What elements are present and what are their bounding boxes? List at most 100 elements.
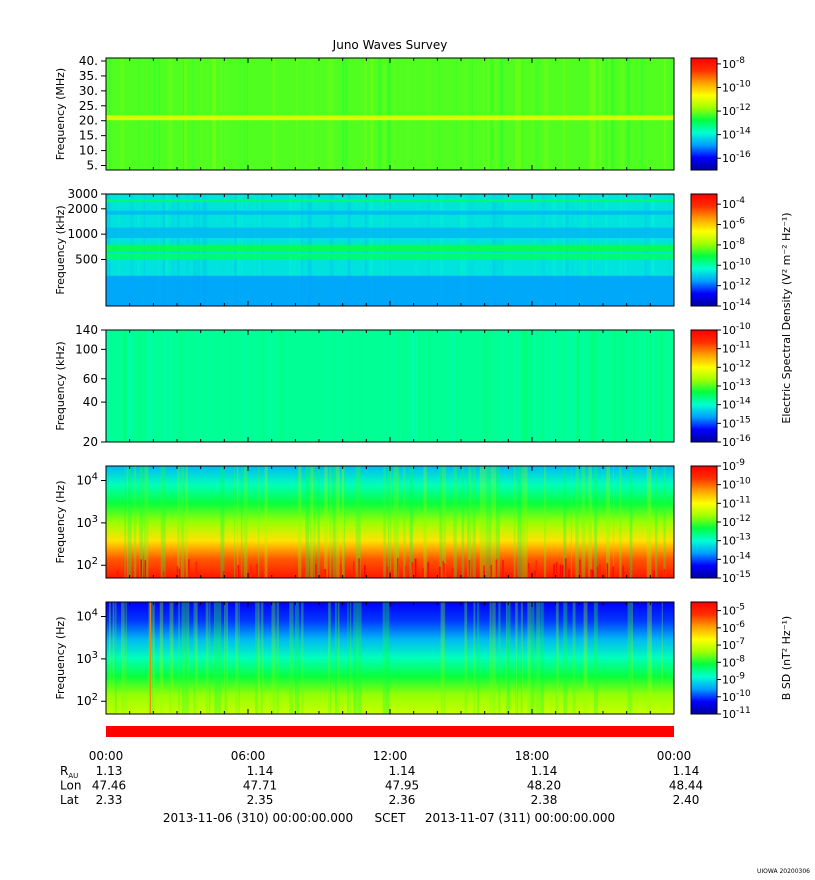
y-axis-label: Frequency (Hz)	[54, 481, 67, 564]
texture-streak	[183, 58, 185, 170]
texture-streak	[196, 330, 200, 442]
texture-streak	[133, 466, 137, 578]
texture-streak	[411, 330, 416, 442]
texture-streak	[592, 58, 596, 170]
texture-streak	[163, 466, 166, 578]
texture-streak	[123, 330, 127, 442]
texture-streak	[654, 330, 657, 442]
texture-streak	[563, 466, 567, 578]
texture-streak	[177, 466, 180, 578]
texture-streak	[441, 602, 445, 714]
y-tick-label: 40.	[79, 54, 98, 68]
ephemeris-value: 48.44	[669, 779, 703, 793]
burst-streak	[364, 565, 366, 578]
texture-streak	[492, 466, 495, 578]
texture-streak	[353, 602, 357, 714]
texture-streak	[524, 466, 528, 578]
burst-streak	[439, 566, 441, 578]
texture-streak	[354, 602, 359, 714]
texture-streak	[213, 602, 218, 714]
texture-streak	[406, 58, 409, 170]
texture-streak	[479, 58, 484, 170]
texture-streak	[195, 330, 199, 442]
texture-streak	[417, 330, 420, 442]
texture-streak	[195, 602, 198, 714]
texture-streak	[530, 602, 535, 714]
texture-streak	[633, 330, 635, 442]
texture-streak	[575, 466, 579, 578]
texture-streak	[344, 58, 347, 170]
burst-streak	[452, 567, 454, 578]
colorbar-tick-label: 10-4	[722, 196, 745, 211]
texture-streak	[114, 602, 117, 714]
texture-streak	[390, 466, 392, 578]
texture-streak	[146, 330, 151, 442]
y-tick-label: 10.	[79, 144, 98, 158]
texture-streak	[580, 330, 584, 442]
texture-streak	[151, 602, 153, 714]
heatmap-texture	[107, 58, 672, 170]
texture-streak	[171, 602, 173, 714]
texture-streak	[522, 330, 525, 442]
texture-streak	[483, 330, 488, 442]
burst-streak	[195, 561, 198, 578]
burst-streak	[663, 569, 666, 578]
burst-streak	[502, 560, 504, 578]
texture-streak	[496, 466, 500, 578]
texture-streak	[513, 330, 517, 442]
texture-streak	[291, 602, 294, 714]
footer-credit: UIOWA 20200306	[757, 868, 810, 875]
ephemeris-value: 48.20	[527, 779, 561, 793]
ephemeris-value: 2.38	[531, 793, 558, 807]
colorbar: 10-4 10-6 10-8 10-10 10-12 10-14	[690, 193, 751, 313]
burst-streak	[188, 559, 190, 578]
texture-streak	[132, 330, 136, 442]
texture-streak	[612, 466, 615, 578]
texture-streak	[312, 58, 315, 170]
texture-streak	[148, 58, 153, 170]
texture-streak	[295, 58, 298, 170]
ephemeris-value: 1.14	[247, 764, 274, 778]
texture-streak	[536, 330, 539, 442]
texture-streak	[552, 330, 556, 442]
texture-streak	[654, 466, 658, 578]
texture-streak	[393, 466, 397, 578]
texture-streak	[220, 58, 222, 170]
texture-streak	[487, 58, 490, 170]
texture-streak	[150, 330, 154, 442]
texture-streak	[630, 58, 632, 170]
texture-streak	[106, 330, 110, 442]
footer-scet-label: SCET	[375, 811, 407, 825]
colorbar-tick-label: 10-14	[722, 298, 751, 313]
burst-streak	[422, 568, 424, 578]
texture-streak	[663, 58, 666, 170]
heatmap-texture	[124, 466, 666, 578]
texture-streak	[355, 466, 360, 578]
texture-streak	[520, 602, 523, 714]
texture-streak	[523, 330, 527, 442]
texture-streak	[426, 330, 430, 442]
texture-streak	[438, 58, 441, 170]
texture-streak	[336, 466, 340, 578]
texture-streak	[595, 330, 597, 442]
texture-streak	[631, 602, 633, 714]
time-tick-label: 06:00	[231, 749, 266, 763]
texture-streak	[231, 330, 233, 442]
texture-streak	[243, 330, 245, 442]
texture-streak	[536, 330, 539, 442]
panel-1: 5.10.15.20.25.30.35.40. Frequency (MHz) 10…	[54, 54, 751, 173]
texture-streak	[243, 466, 248, 578]
texture-streak	[649, 466, 652, 578]
texture-streak	[358, 330, 363, 442]
texture-streak	[270, 330, 273, 442]
texture-streak	[594, 466, 598, 578]
texture-streak	[382, 602, 386, 714]
texture-streak	[612, 58, 615, 170]
texture-streak	[521, 602, 523, 714]
texture-streak	[275, 58, 277, 170]
texture-streak	[220, 466, 225, 578]
texture-streak	[650, 466, 652, 578]
colorbar-tick-label: 10-12	[722, 514, 751, 529]
texture-streak	[423, 466, 427, 578]
